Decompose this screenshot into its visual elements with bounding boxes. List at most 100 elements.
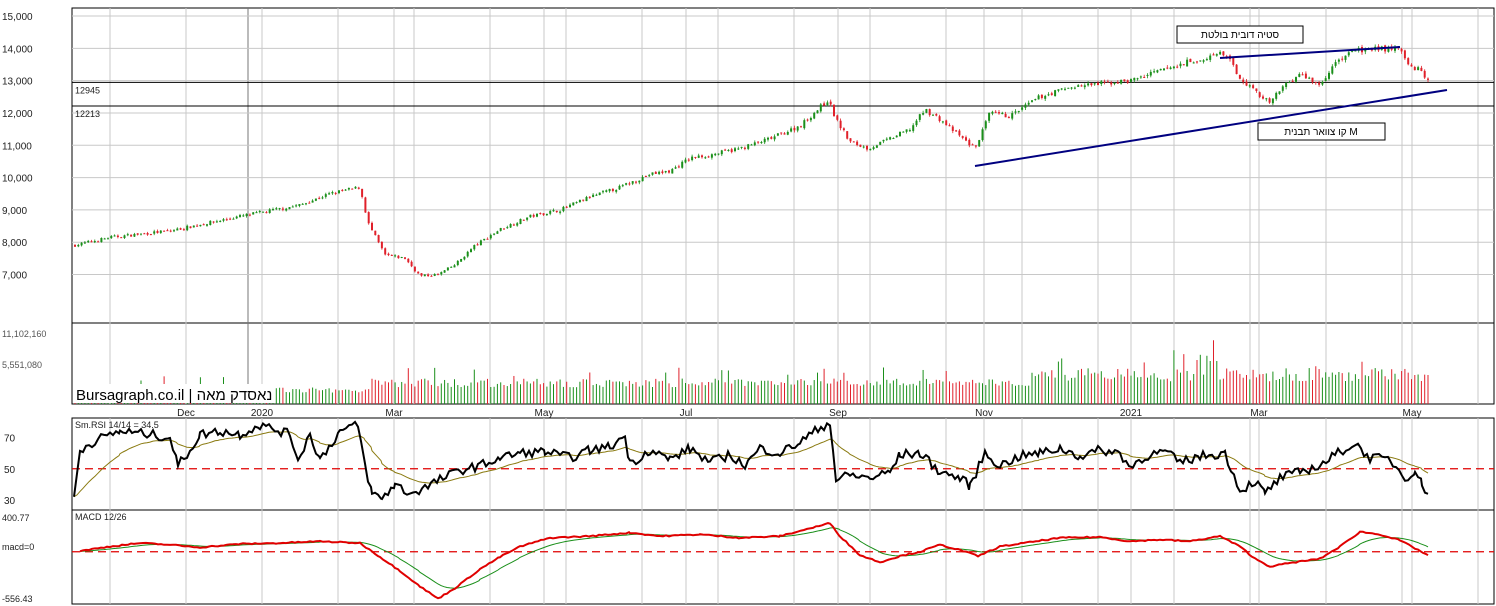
candle-body (1007, 117, 1010, 119)
candle-body (1268, 98, 1271, 103)
macd-ytick-label: 400.77 (2, 513, 30, 523)
candle-body (932, 114, 934, 116)
candle-body (605, 190, 608, 192)
candle-body (522, 219, 525, 221)
candle-body (486, 238, 489, 240)
candle-body (704, 157, 707, 159)
candle-body (905, 129, 908, 132)
candle-body (476, 244, 479, 246)
candle-body (1001, 112, 1004, 115)
candle-body (866, 145, 868, 150)
candle-body (998, 112, 1000, 114)
watermark-bg (74, 384, 274, 403)
price-ytick-label: 10,000 (2, 174, 33, 185)
candle-body (829, 101, 832, 105)
candle-body (308, 202, 311, 204)
candle-body (321, 197, 324, 199)
candle-body (545, 213, 548, 216)
month-axis-label: 2020 (251, 408, 274, 419)
candle-body (849, 138, 852, 142)
candle-body (628, 183, 631, 185)
candle-body (1215, 54, 1218, 56)
annotation-wedge-label: סטיה דובית בולטת (1201, 29, 1280, 41)
candle-body (1123, 79, 1126, 82)
candle-body (463, 256, 466, 260)
candle-body (1080, 85, 1083, 87)
price-ytick-label: 15,000 (2, 12, 33, 23)
candle-body (1176, 66, 1179, 68)
candle-body (951, 126, 954, 131)
candle-body (740, 146, 743, 148)
candle-body (945, 120, 948, 126)
candle-body (724, 149, 727, 151)
candle-body (192, 225, 195, 228)
candle-body (1420, 67, 1423, 71)
candle-body (456, 260, 459, 266)
candle-body (483, 238, 486, 241)
candle-body (780, 132, 783, 134)
macd-ytick-label: macd=0 (2, 542, 34, 552)
candle-body (948, 125, 951, 127)
candle-body (1238, 74, 1241, 79)
candle-body (842, 128, 845, 131)
candle-body (859, 144, 862, 147)
candle-body (1054, 90, 1057, 97)
candle-body (301, 203, 304, 205)
macd-title: MACD 12/26 (75, 512, 127, 522)
candle-body (783, 133, 786, 135)
candle-body (1196, 61, 1198, 63)
candle-body (539, 213, 542, 215)
candle-body (179, 228, 182, 230)
candle-body (1245, 81, 1248, 86)
candle-body (384, 248, 387, 255)
candle-body (1040, 94, 1043, 99)
candle-body (97, 241, 100, 243)
wedge-lower-trendline (974, 89, 1448, 167)
annotation-box-wedge (1176, 25, 1304, 44)
candle-body (776, 133, 779, 136)
candle-body (509, 224, 512, 228)
candle-body (823, 103, 826, 106)
candle-body (225, 219, 228, 221)
candle-body (242, 215, 245, 217)
candle-body (1351, 50, 1354, 52)
candle-body (875, 145, 878, 148)
candle-body (1097, 82, 1099, 86)
candle-body (219, 220, 222, 222)
candle-body (615, 190, 618, 192)
candle-body (902, 131, 905, 133)
candle-body (311, 200, 314, 203)
candle-body (87, 240, 90, 243)
candle-body (879, 141, 882, 145)
candle-body (1106, 81, 1109, 83)
candle-body (423, 274, 426, 277)
candle-body (130, 234, 133, 237)
candle-body (354, 186, 357, 189)
candle-body (1021, 107, 1024, 110)
candle-body (1103, 81, 1106, 83)
candle-body (258, 211, 261, 213)
candle-body (285, 208, 288, 211)
candle-body (819, 104, 822, 112)
annotation-neckline-label: קו צוואר תבנית M (1284, 127, 1358, 138)
candle-body (1037, 95, 1040, 100)
candle-body (767, 137, 769, 140)
candle-body (215, 221, 218, 223)
candle-body (232, 218, 235, 220)
candle-body (562, 206, 565, 212)
candle-body (120, 237, 123, 239)
candle-body (1413, 67, 1416, 71)
candle-body (1281, 86, 1284, 91)
candle-body (364, 197, 367, 213)
candle-body (404, 257, 406, 259)
candle-body (770, 137, 773, 139)
candle-body (433, 274, 436, 276)
candle-body (760, 142, 763, 144)
candle-body (532, 214, 535, 217)
candle-body (691, 156, 694, 161)
candle-body (410, 261, 413, 267)
candle-body (1248, 85, 1251, 87)
candle-body (684, 159, 687, 163)
candle-body (1182, 64, 1185, 66)
candle-body (885, 138, 888, 140)
